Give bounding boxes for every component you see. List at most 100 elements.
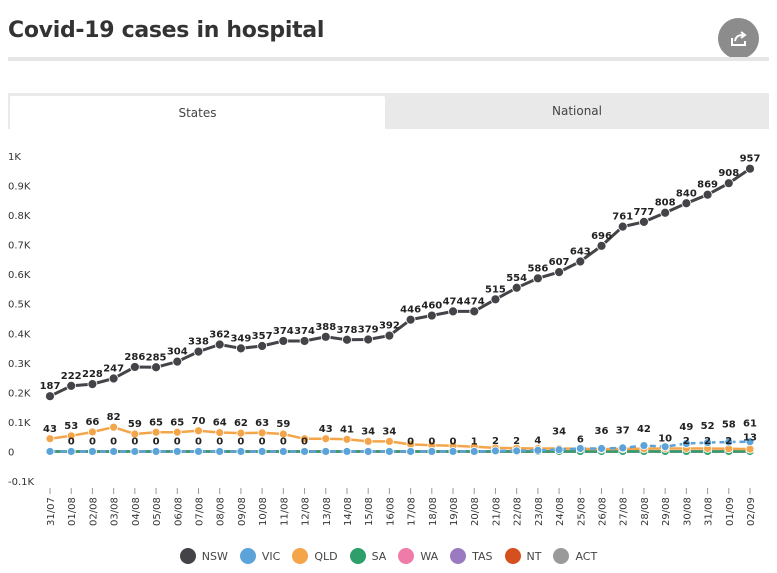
data-point-nsw[interactable] xyxy=(723,178,734,189)
data-point-nsw[interactable] xyxy=(448,306,458,317)
data-point-vic[interactable] xyxy=(575,444,585,453)
data-point-vic[interactable] xyxy=(681,439,691,448)
data-point-qld[interactable] xyxy=(66,431,76,441)
tab-national[interactable]: National xyxy=(551,104,602,118)
data-point-nsw[interactable] xyxy=(299,336,310,346)
data-point-nsw[interactable] xyxy=(342,334,352,345)
data-point-nsw[interactable] xyxy=(660,207,671,218)
data-point-qld[interactable] xyxy=(109,422,119,432)
data-point-vic[interactable] xyxy=(703,438,712,447)
data-point-qld[interactable] xyxy=(745,444,755,454)
data-point-nsw[interactable] xyxy=(87,379,98,389)
data-point-vic[interactable] xyxy=(257,447,267,456)
data-point-nsw[interactable] xyxy=(214,339,225,350)
data-point-qld[interactable] xyxy=(194,426,203,436)
data-point-nsw[interactable] xyxy=(108,373,119,384)
legend-item-nsw[interactable]: NSW xyxy=(179,548,228,564)
data-point-vic[interactable] xyxy=(533,445,543,455)
data-point-nsw[interactable] xyxy=(426,310,437,321)
share-button[interactable] xyxy=(718,18,759,59)
data-point-qld[interactable] xyxy=(257,428,267,438)
data-point-qld[interactable] xyxy=(45,434,55,444)
data-point-qld[interactable] xyxy=(172,427,182,437)
data-point-vic[interactable] xyxy=(215,447,225,456)
data-point-vic[interactable] xyxy=(363,447,373,456)
data-point-nsw[interactable] xyxy=(639,216,649,227)
data-point-nsw[interactable] xyxy=(745,163,755,174)
data-point-vic[interactable] xyxy=(469,447,479,456)
data-point-qld[interactable] xyxy=(300,434,309,444)
data-point-nsw[interactable] xyxy=(278,336,289,346)
data-point-nsw[interactable] xyxy=(236,343,246,354)
data-point-vic[interactable] xyxy=(321,447,331,456)
data-point-qld[interactable] xyxy=(236,428,246,438)
data-point-vic[interactable] xyxy=(88,447,97,456)
data-point-vic[interactable] xyxy=(172,447,182,456)
data-point-qld[interactable] xyxy=(215,428,225,437)
data-point-nsw[interactable] xyxy=(511,282,522,293)
data-point-nsw[interactable] xyxy=(66,380,77,391)
data-point-nsw[interactable] xyxy=(257,341,268,351)
data-point-vic[interactable] xyxy=(384,447,394,456)
data-point-vic[interactable] xyxy=(194,447,203,456)
data-point-qld[interactable] xyxy=(321,434,331,444)
data-point-vic[interactable] xyxy=(342,447,352,456)
data-point-qld[interactable] xyxy=(342,434,352,444)
data-point-nsw[interactable] xyxy=(681,198,692,209)
data-point-qld[interactable] xyxy=(88,427,97,437)
legend-item-tas[interactable]: TAS xyxy=(450,548,493,564)
data-point-vic[interactable] xyxy=(45,447,55,456)
data-point-nsw[interactable] xyxy=(151,362,161,373)
data-point-vic[interactable] xyxy=(278,447,288,456)
data-point-qld[interactable] xyxy=(363,437,373,446)
data-point-vic[interactable] xyxy=(448,447,458,456)
data-point-nsw[interactable] xyxy=(405,314,416,325)
data-point-vic[interactable] xyxy=(724,437,734,447)
data-point-vic[interactable] xyxy=(597,444,606,453)
data-point-nsw[interactable] xyxy=(320,331,331,342)
data-point-nsw[interactable] xyxy=(702,189,713,200)
data-point-qld[interactable] xyxy=(384,437,394,446)
data-point-nsw[interactable] xyxy=(554,267,564,278)
data-point-vic[interactable] xyxy=(427,447,437,456)
data-point-nsw[interactable] xyxy=(172,356,183,367)
data-point-vic[interactable] xyxy=(554,445,564,455)
data-point-vic[interactable] xyxy=(151,447,161,456)
data-point-nsw[interactable] xyxy=(490,294,501,305)
data-label-nsw: 607 xyxy=(549,257,570,268)
data-point-nsw[interactable] xyxy=(596,240,607,251)
data-point-vic[interactable] xyxy=(660,442,670,452)
data-point-nsw[interactable] xyxy=(384,330,395,341)
data-point-vic[interactable] xyxy=(109,447,119,456)
data-point-vic[interactable] xyxy=(236,447,246,456)
data-point-qld[interactable] xyxy=(130,429,140,439)
data-point-qld[interactable] xyxy=(278,429,288,439)
legend-item-vic[interactable]: VIC xyxy=(239,548,280,564)
data-point-nsw[interactable] xyxy=(193,346,204,357)
tab-states[interactable]: States xyxy=(10,96,385,129)
x-tick-label: 23/08 xyxy=(534,497,545,526)
data-point-vic[interactable] xyxy=(512,446,522,456)
legend-item-nt[interactable]: NT xyxy=(504,548,541,564)
data-point-vic[interactable] xyxy=(300,447,309,456)
data-point-vic[interactable] xyxy=(639,441,649,450)
data-point-vic[interactable] xyxy=(491,446,500,456)
data-point-nsw[interactable] xyxy=(532,273,543,284)
data-point-nsw[interactable] xyxy=(575,256,586,267)
x-tick-label: 03/08 xyxy=(110,497,121,526)
legend-item-act[interactable]: ACT xyxy=(553,548,597,564)
legend-item-sa[interactable]: SA xyxy=(349,548,386,564)
data-point-vic[interactable] xyxy=(66,447,76,456)
data-point-qld[interactable] xyxy=(151,427,161,437)
data-point-vic[interactable] xyxy=(745,437,755,447)
legend-item-qld[interactable]: QLD xyxy=(292,548,338,564)
data-point-nsw[interactable] xyxy=(617,221,628,232)
data-point-vic[interactable] xyxy=(618,443,628,453)
data-point-vic[interactable] xyxy=(130,447,140,456)
data-point-nsw[interactable] xyxy=(129,362,140,372)
data-point-nsw[interactable] xyxy=(45,391,55,402)
data-point-nsw[interactable] xyxy=(469,306,480,317)
data-point-nsw[interactable] xyxy=(363,334,374,345)
data-point-vic[interactable] xyxy=(406,447,416,456)
legend-item-wa[interactable]: WA xyxy=(398,548,438,564)
